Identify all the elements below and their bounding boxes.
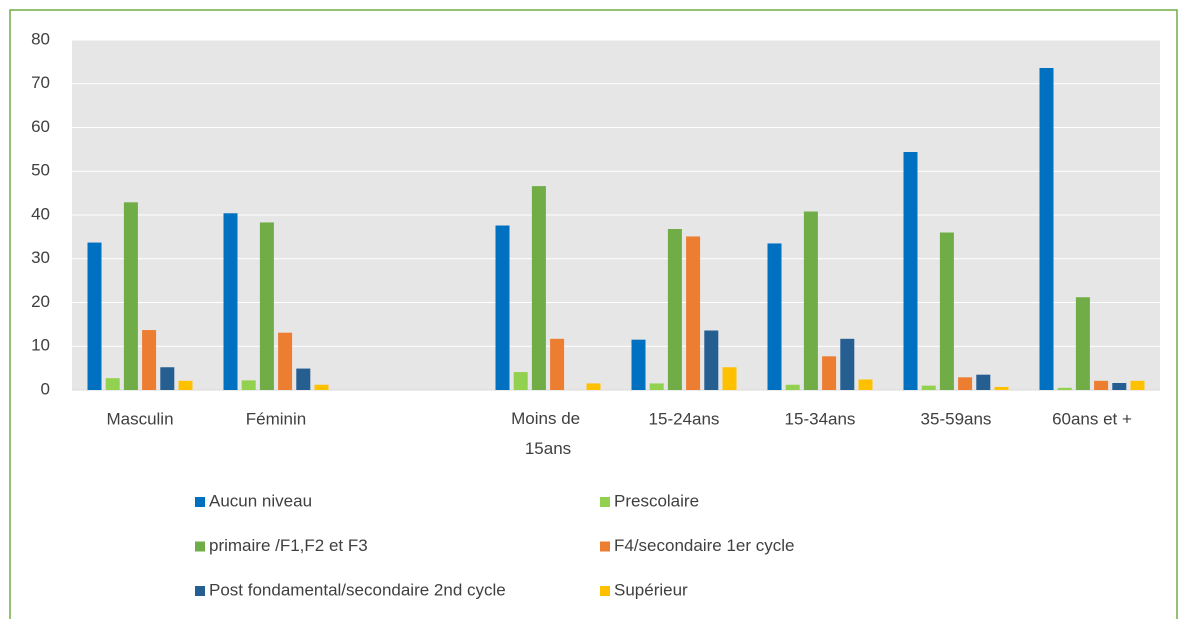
bar [785,384,800,390]
bar [840,338,855,390]
x-tick-label: Masculin [106,409,173,428]
bar [296,368,311,390]
bar [105,378,120,390]
bar [667,229,682,390]
bar [767,243,782,390]
bar [1075,297,1090,390]
bar [1112,383,1127,390]
legend-label: Supérieur [614,580,688,599]
legend-swatch [600,586,610,596]
bar [921,385,936,390]
legend-swatch [195,586,205,596]
bar [314,384,329,390]
bar [822,356,837,390]
x-tick-label: 35-59ans [921,409,992,428]
bar [550,338,565,390]
bar [142,330,157,390]
y-tick-label: 50 [31,161,50,180]
x-tick-label: 15-24ans [649,409,720,428]
bar [649,383,664,390]
legend-swatch [195,541,205,552]
bar [1039,68,1054,390]
x-tick-label: 60ans et + [1052,409,1132,428]
x-tick-label: Moins de 15ans [511,409,585,458]
bar [241,380,256,390]
x-tick-label: 15-34ans [785,409,856,428]
bar [722,367,737,390]
bar [631,339,646,390]
bar [858,379,873,390]
bar [976,374,991,390]
bar [1094,380,1109,390]
bar [513,372,528,390]
bar [686,236,701,390]
bar [123,202,138,390]
y-tick-label: 20 [31,292,50,311]
y-tick-label: 10 [31,336,50,355]
y-tick-label: 70 [31,73,50,92]
bar [704,330,719,390]
legend-label: Prescolaire [614,491,699,510]
bar [259,222,274,390]
bar [160,367,175,390]
y-tick-label: 40 [31,204,50,223]
bar [531,186,546,390]
bar [223,213,238,390]
bar [87,242,102,390]
bar [903,152,918,390]
bar [495,225,510,390]
bar [994,386,1009,390]
legend-label: Aucun niveau [209,491,312,510]
y-tick-label: 30 [31,248,50,267]
bar [278,332,293,390]
legend-swatch [600,541,610,552]
y-tick-label: 80 [31,29,50,48]
bar [939,232,954,390]
bar [1130,380,1145,390]
y-tick-label: 60 [31,117,50,136]
bar [958,377,973,390]
y-tick-label: 0 [41,379,50,398]
x-tick-label: Féminin [246,409,306,428]
legend-label: F4/secondaire 1er cycle [614,536,794,555]
legend-swatch [195,497,205,507]
bar [1057,387,1072,390]
legend-label: primaire /F1,F2 et F3 [209,536,368,555]
legend-swatch [600,497,610,507]
bar [803,211,818,390]
bar [178,380,193,390]
frame [9,9,1178,619]
legend-label: Post fondamental/secondaire 2nd cycle [209,580,506,599]
bar [586,383,601,390]
